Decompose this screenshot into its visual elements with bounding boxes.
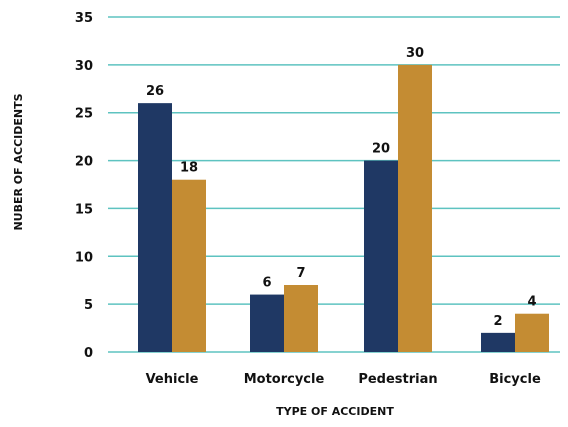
y-axis-ticks: 0 5 10 15 20 25 30 35 bbox=[75, 11, 93, 361]
bar-vehicle-series-2 bbox=[172, 179, 206, 352]
data-label: 4 bbox=[527, 295, 536, 310]
y-tick-label: 5 bbox=[84, 298, 93, 313]
bar-motorcycle-series-1 bbox=[250, 294, 284, 352]
data-label: 7 bbox=[296, 266, 305, 281]
data-label: 6 bbox=[262, 276, 271, 291]
x-tick-label-bicycle: Bicycle bbox=[489, 372, 541, 387]
y-tick-label: 15 bbox=[75, 202, 93, 217]
data-labels: 26 18 6 7 20 30 2 4 bbox=[146, 46, 537, 329]
bar-bicycle-series-2 bbox=[515, 313, 549, 352]
bar-pedestrian-series-1 bbox=[364, 160, 398, 352]
bar-vehicle-series-1 bbox=[138, 103, 172, 353]
y-tick-label: 20 bbox=[75, 155, 93, 170]
data-label: 18 bbox=[180, 161, 198, 176]
bar-bicycle-series-1 bbox=[481, 332, 515, 352]
y-tick-label: 30 bbox=[75, 59, 93, 74]
x-axis-label: TYPE OF ACCIDENT bbox=[276, 405, 394, 418]
y-tick-label: 0 bbox=[84, 346, 93, 361]
data-label: 26 bbox=[146, 84, 164, 99]
y-tick-label: 10 bbox=[75, 250, 93, 265]
x-axis-ticks: Vehicle Motorcycle Pedestrian Bicycle bbox=[146, 372, 541, 387]
data-label: 2 bbox=[493, 314, 502, 329]
bar-motorcycle-series-2 bbox=[284, 285, 318, 352]
bars bbox=[138, 64, 549, 353]
y-tick-label: 35 bbox=[75, 11, 93, 26]
data-label: 20 bbox=[372, 142, 390, 157]
data-label: 30 bbox=[406, 46, 424, 61]
bar-pedestrian-series-2 bbox=[398, 64, 432, 352]
y-axis-label: NUBER OF ACCIDENTS bbox=[12, 93, 25, 230]
y-tick-label: 25 bbox=[75, 107, 93, 122]
x-tick-label-motorcycle: Motorcycle bbox=[244, 372, 325, 387]
x-tick-label-pedestrian: Pedestrian bbox=[358, 372, 437, 387]
x-tick-label-vehicle: Vehicle bbox=[146, 372, 199, 387]
